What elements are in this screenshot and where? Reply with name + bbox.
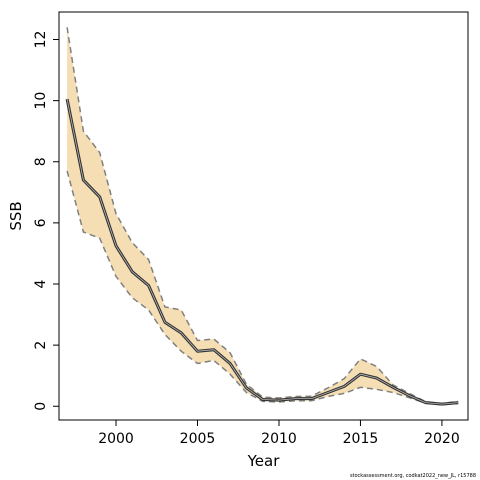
y-tick-label: 0 bbox=[33, 402, 49, 411]
y-tick-label: 2 bbox=[33, 341, 49, 350]
y-tick-label: 6 bbox=[33, 218, 49, 227]
y-axis-title: SSB bbox=[7, 201, 25, 230]
x-tick-label: 2020 bbox=[424, 431, 460, 447]
x-tick-label: 2015 bbox=[343, 431, 379, 447]
y-tick-label: 10 bbox=[33, 92, 49, 110]
y-axis: 0 2 4 6 8 10 12 bbox=[33, 31, 59, 411]
y-tick-label: 8 bbox=[33, 157, 49, 166]
credit-text: stockassessment.org, codkat2022_new_JL, … bbox=[350, 473, 476, 479]
lower-bound-line bbox=[66, 170, 459, 406]
y-tick-label: 12 bbox=[33, 31, 49, 49]
y-tick-label: 4 bbox=[33, 279, 49, 288]
x-tick-label: 2000 bbox=[98, 431, 134, 447]
x-tick-label: 2010 bbox=[261, 431, 297, 447]
x-axis-title: Year bbox=[247, 452, 281, 470]
confidence-band bbox=[67, 27, 459, 405]
estimate-line-core bbox=[66, 99, 459, 405]
x-tick-label: 2005 bbox=[180, 431, 216, 447]
plot-frame bbox=[58, 11, 469, 421]
x-axis: 2000 2005 2010 2015 2020 bbox=[98, 420, 460, 447]
upper-bound-line bbox=[66, 27, 459, 405]
